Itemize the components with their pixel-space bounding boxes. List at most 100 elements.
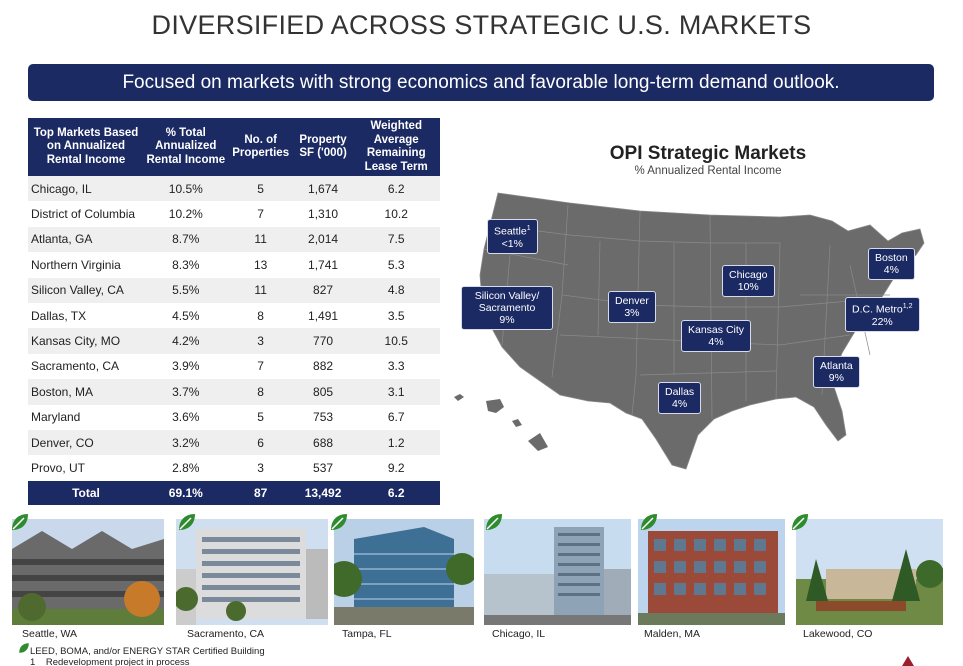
- map-label-atlanta: Atlanta 9%: [813, 356, 860, 388]
- photo-malden: [638, 519, 790, 625]
- cell-sf: 805: [293, 379, 353, 405]
- cell-market: Kansas City, MO: [28, 328, 144, 354]
- building-image: [484, 519, 631, 625]
- alaska-shape: [486, 399, 504, 413]
- table-row: Sacramento, CA 3.9% 7 882 3.3: [28, 353, 440, 380]
- seattle-sup: 1: [526, 225, 531, 232]
- cell-sf: 1,741: [293, 252, 353, 278]
- map-label-dc-metro: D.C. Metro1,2 22%: [845, 297, 920, 332]
- cell-sf: 2,014: [293, 226, 353, 253]
- dc-name: D.C. Metro: [852, 303, 903, 316]
- cell-pct-income: 8.3%: [144, 252, 228, 278]
- map-label-chicago: Chicago 10%: [722, 265, 775, 297]
- col-properties: No. of Properties: [227, 118, 294, 176]
- cell-properties: 6: [227, 429, 294, 456]
- kansas-name: Kansas City: [688, 324, 745, 336]
- leaf-icon: [12, 514, 28, 530]
- cell-pct-income: 10.2%: [144, 201, 228, 227]
- cell-properties: 11: [227, 277, 294, 303]
- banner: Focused on markets with strong economics…: [28, 64, 934, 101]
- cell-lease-term: 3.3: [352, 353, 440, 380]
- dallas-name: Dallas: [665, 386, 695, 398]
- table-row: Silicon Valley, CA 5.5% 11 827 4.8: [28, 277, 440, 303]
- map-label-silicon-valley: Silicon Valley/ Sacramento 9%: [461, 286, 553, 330]
- cell-market: Provo, UT: [28, 455, 144, 481]
- cell-sf: 827: [293, 277, 353, 303]
- cell-market: Northern Virginia: [28, 252, 144, 278]
- map-label-dallas: Dallas 4%: [658, 382, 702, 414]
- total-lease-term: 6.2: [352, 480, 440, 505]
- building-image: [638, 519, 785, 625]
- boston-name: Boston: [875, 252, 908, 264]
- table-row: Atlanta, GA 8.7% 11 2,014 7.5: [28, 226, 440, 253]
- footnote-1: 1 Redevelopment project in process: [30, 657, 190, 666]
- cell-market: Silicon Valley, CA: [28, 277, 144, 303]
- leaf-icon: [179, 514, 195, 530]
- leaf-icon: [641, 514, 657, 530]
- photo-seattle: [12, 519, 164, 625]
- building-image: [12, 519, 164, 625]
- cell-sf: 1,491: [293, 302, 353, 329]
- cell-market: Atlanta, GA: [28, 226, 144, 253]
- cell-properties: 7: [227, 201, 294, 227]
- total-pct: 69.1%: [144, 480, 228, 505]
- table-row: District of Columbia 10.2% 7 1,310 10.2: [28, 201, 440, 227]
- table-row: Boston, MA 3.7% 8 805 3.1: [28, 379, 440, 405]
- cell-market: Dallas, TX: [28, 302, 144, 329]
- chicago-value: 10%: [737, 281, 759, 293]
- company-logo-icon: [902, 656, 914, 666]
- atlanta-name: Atlanta: [820, 360, 853, 372]
- silicon-name: Silicon Valley/: [474, 290, 540, 302]
- building-image: [176, 519, 328, 625]
- hawaii-shape: [454, 394, 548, 451]
- seattle-value: <1%: [501, 237, 523, 250]
- cell-pct-income: 3.6%: [144, 404, 228, 430]
- footnote-leed: LEED, BOMA, and/or ENERGY STAR Certified…: [30, 646, 265, 657]
- total-properties: 87: [227, 480, 294, 505]
- col-lease-term: Weighted Average Remaining Lease Term: [352, 118, 440, 176]
- cell-lease-term: 7.5: [352, 226, 440, 253]
- photo-tampa: [334, 519, 486, 625]
- total-sf: 13,492: [293, 480, 353, 505]
- cell-pct-income: 3.9%: [144, 353, 228, 380]
- dc-sup: 1,2: [902, 303, 913, 310]
- photo-caption: Chicago, IL: [492, 628, 546, 640]
- cell-market: Sacramento, CA: [28, 353, 144, 380]
- leaf-icon: [486, 514, 502, 530]
- cell-lease-term: 9.2: [352, 455, 440, 481]
- cell-lease-term: 10.5: [352, 328, 440, 354]
- col-sf: Property SF ('000): [293, 118, 353, 176]
- boston-value: 4%: [883, 264, 899, 276]
- leaf-icon: [792, 514, 808, 530]
- chicago-name: Chicago: [729, 269, 768, 281]
- page-title: DIVERSIFIED ACROSS STRATEGIC U.S. MARKET…: [151, 10, 812, 40]
- cell-sf: 1,310: [293, 201, 353, 227]
- col-pct-income: % Total Annualized Rental Income: [144, 118, 228, 176]
- table-row: Dallas, TX 4.5% 8 1,491 3.5: [28, 302, 440, 329]
- leaf-icon: [19, 643, 29, 653]
- cell-sf: 753: [293, 404, 353, 430]
- photo-lakewood: [796, 519, 948, 625]
- cell-properties: 5: [227, 404, 294, 430]
- table-row: Provo, UT 2.8% 3 537 9.2: [28, 455, 440, 481]
- cell-sf: 770: [293, 328, 353, 354]
- cell-pct-income: 3.2%: [144, 429, 228, 456]
- table-total-row: Total 69.1% 87 13,492 6.2: [28, 480, 440, 505]
- cell-lease-term: 4.8: [352, 277, 440, 303]
- table-row: Denver, CO 3.2% 6 688 1.2: [28, 429, 440, 456]
- footnote-1-number: 1: [30, 657, 36, 666]
- map-title: OPI Strategic Markets: [609, 143, 807, 164]
- denver-name: Denver: [615, 295, 649, 307]
- table-row: Chicago, IL 10.5% 5 1,674 6.2: [28, 176, 440, 202]
- cell-sf: 537: [293, 455, 353, 481]
- denver-value: 3%: [624, 307, 640, 319]
- photo-chicago: [484, 519, 636, 625]
- seattle-name: Seattle: [494, 225, 527, 238]
- cell-market: Chicago, IL: [28, 176, 144, 202]
- cell-pct-income: 8.7%: [144, 226, 228, 253]
- cell-pct-income: 10.5%: [144, 176, 228, 202]
- silicon-value: 9%: [499, 314, 515, 326]
- cell-properties: 5: [227, 176, 294, 202]
- table-header-row: Top Markets Based on Annualized Rental I…: [28, 118, 440, 176]
- cell-lease-term: 6.2: [352, 176, 440, 202]
